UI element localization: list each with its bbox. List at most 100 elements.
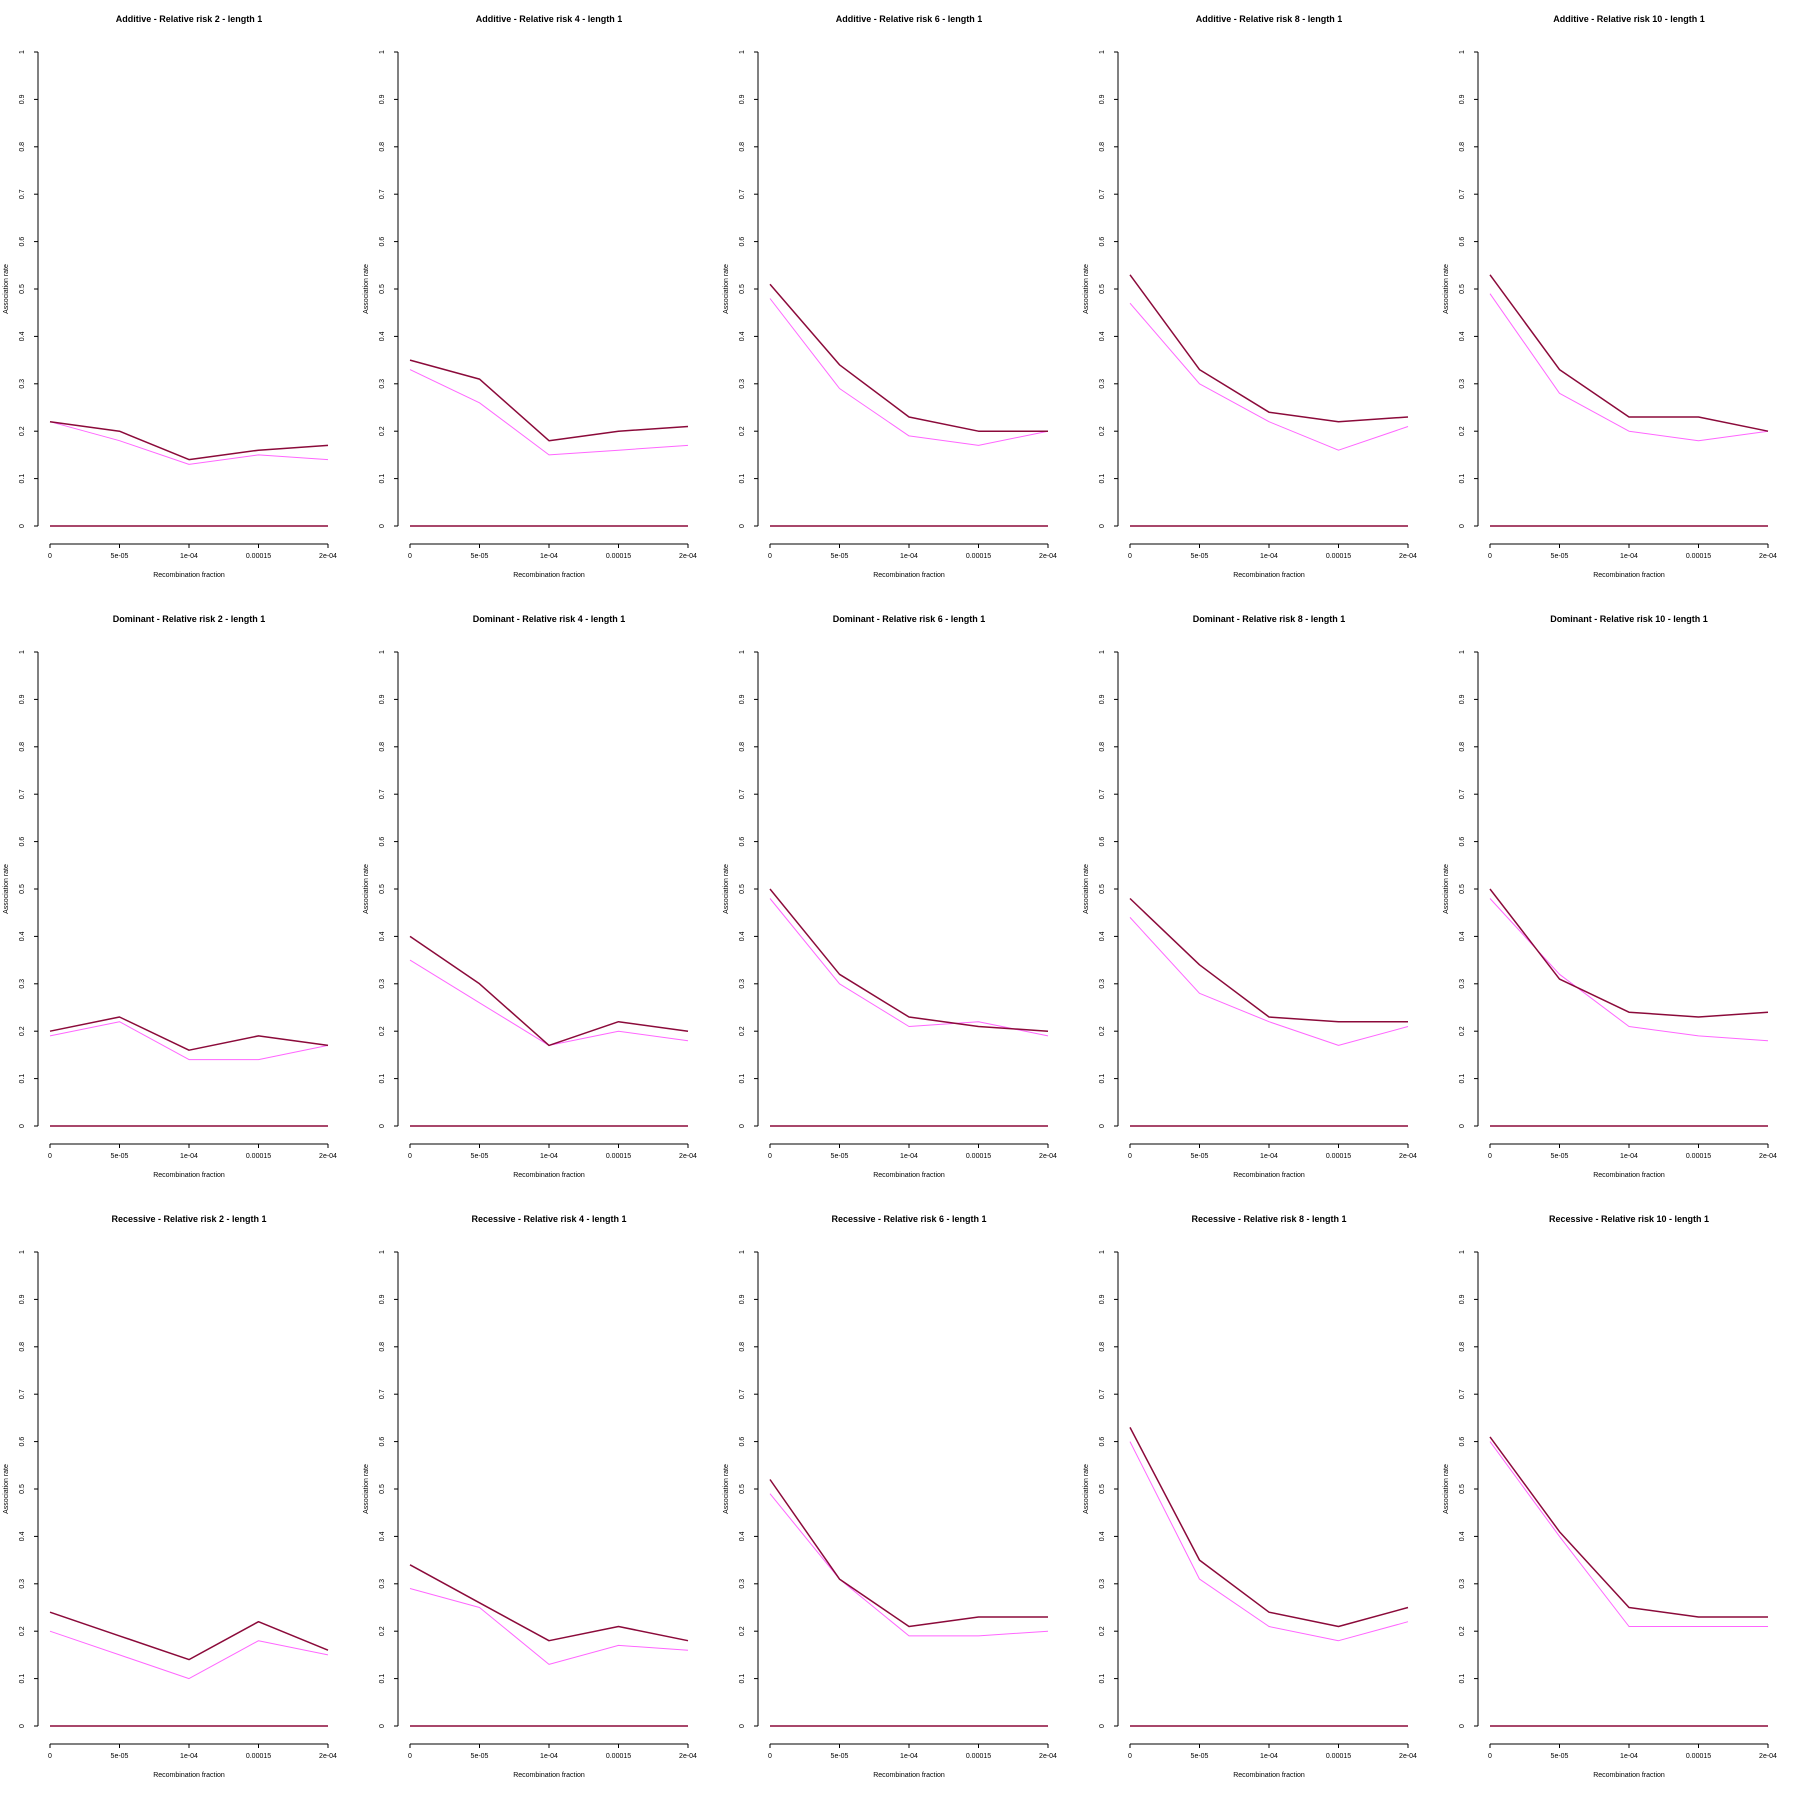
y-tick-label: 0.5 xyxy=(379,1484,386,1494)
y-axis-label: Association rate xyxy=(3,1464,10,1514)
series-1-line xyxy=(769,283,1048,432)
y-tick-label: 0.6 xyxy=(1459,237,1466,247)
y-tick-label: 0.2 xyxy=(379,1026,386,1036)
x-tick-label: 5e-05 xyxy=(471,1753,489,1760)
y-tick-label: 0.3 xyxy=(19,1579,26,1589)
y-tick-label: 0.1 xyxy=(739,1674,746,1684)
y-tick-label: 0.6 xyxy=(19,237,26,247)
x-tick-label: 1e-04 xyxy=(540,1153,558,1160)
y-tick-label: 0.9 xyxy=(379,694,386,704)
y-tick-label: 0.2 xyxy=(1099,426,1106,436)
x-tick-label: 2e-04 xyxy=(1399,1753,1417,1760)
y-tick-label: 0.3 xyxy=(19,979,26,989)
y-tick-label: 0.4 xyxy=(739,1531,746,1541)
x-tick-label: 0 xyxy=(48,1153,52,1160)
panel-8: Dominant - Relative risk 6 - length 1 0 0.… xyxy=(723,614,1057,1179)
y-tick-label: 0.7 xyxy=(739,1389,746,1399)
y-tick-label: 0.9 xyxy=(19,694,26,704)
y-tick-label: 0.2 xyxy=(1099,1026,1106,1036)
y-tick-label: 0.9 xyxy=(1459,1294,1466,1304)
y-tick-label: 0.9 xyxy=(739,1294,746,1304)
panel-15: Recessive - Relative risk 10 - length 1 0… xyxy=(1443,1214,1777,1779)
x-axis-label: Recombination fraction xyxy=(1593,572,1665,579)
y-tick-label: 0.4 xyxy=(1459,1531,1466,1541)
x-tick-label: 2e-04 xyxy=(1759,1153,1777,1160)
y-tick-label: 0.5 xyxy=(1099,884,1106,894)
x-axis-label: Recombination fraction xyxy=(1593,1772,1665,1779)
x-tick-label: 1e-04 xyxy=(1620,1153,1638,1160)
y-tick-label: 0.9 xyxy=(739,94,746,104)
y-tick-label: 0.4 xyxy=(1459,331,1466,341)
x-tick-label: 5e-05 xyxy=(831,1153,849,1160)
series-2-line xyxy=(769,1493,1049,1637)
y-tick-label: 0.4 xyxy=(739,331,746,341)
y-tick-label: 0.5 xyxy=(739,884,746,894)
panel-title: Recessive - Relative risk 6 - length 1 xyxy=(831,1214,986,1224)
y-tick-label: 1 xyxy=(739,50,746,54)
x-tick-label: 2e-04 xyxy=(1759,1753,1777,1760)
y-tick-label: 0 xyxy=(19,1724,26,1728)
y-tick-label: 0.6 xyxy=(739,237,746,247)
y-tick-label: 0.5 xyxy=(739,1484,746,1494)
y-tick-label: 0.2 xyxy=(739,426,746,436)
series-2-line xyxy=(1129,302,1409,451)
y-axis-label: Association rate xyxy=(1083,1464,1090,1514)
y-tick-label: 0.7 xyxy=(1459,1389,1466,1399)
y-tick-label: 0.3 xyxy=(1459,1579,1466,1589)
y-tick-label: 0.4 xyxy=(19,931,26,941)
y-tick-label: 0.2 xyxy=(1459,1626,1466,1636)
y-tick-label: 1 xyxy=(1459,650,1466,654)
y-tick-label: 0.7 xyxy=(739,789,746,799)
y-tick-label: 0.1 xyxy=(19,1074,26,1084)
y-tick-label: 0.5 xyxy=(739,284,746,294)
series-2-line xyxy=(49,1021,329,1061)
y-tick-label: 0.9 xyxy=(19,1294,26,1304)
x-tick-label: 0 xyxy=(408,1753,412,1760)
y-tick-label: 0.7 xyxy=(19,1389,26,1399)
x-tick-label: 1e-04 xyxy=(1620,553,1638,560)
x-tick-label: 5e-05 xyxy=(831,553,849,560)
y-tick-label: 1 xyxy=(1099,1250,1106,1254)
y-tick-label: 0.8 xyxy=(739,142,746,152)
x-tick-label: 0.00015 xyxy=(606,1753,631,1760)
x-tick-label: 0.00015 xyxy=(246,1153,271,1160)
panel-title: Recessive - Relative risk 4 - length 1 xyxy=(471,1214,626,1224)
x-tick-label: 0 xyxy=(408,553,412,560)
y-tick-label: 0 xyxy=(379,524,386,528)
series-2-line xyxy=(49,1630,329,1680)
panel-7: Dominant - Relative risk 4 - length 1 0 0.… xyxy=(363,614,697,1179)
y-tick-label: 0.3 xyxy=(1459,979,1466,989)
series-2-line xyxy=(409,369,689,456)
panel-title: Dominant - Relative risk 4 - length 1 xyxy=(473,614,626,624)
x-axis-label: Recombination fraction xyxy=(153,1772,225,1779)
series-1-line xyxy=(1489,888,1769,1018)
x-axis-label: Recombination fraction xyxy=(1233,1172,1305,1179)
y-tick-label: 0.8 xyxy=(739,742,746,752)
y-tick-label: 0.1 xyxy=(1099,1074,1106,1084)
y-tick-label: 1 xyxy=(739,1250,746,1254)
series-1-line xyxy=(49,1016,329,1051)
y-tick-label: 0.1 xyxy=(1459,474,1466,484)
panel-1: Additive - Relative risk 2 - length 1 0 0.… xyxy=(3,14,337,579)
y-tick-label: 0.8 xyxy=(1459,742,1466,752)
y-tick-label: 0.8 xyxy=(379,742,386,752)
y-axis-label: Association rate xyxy=(3,264,10,314)
y-tick-label: 0 xyxy=(1099,1724,1106,1728)
y-tick-label: 0.4 xyxy=(1099,1531,1106,1541)
x-axis-label: Recombination fraction xyxy=(153,1172,225,1179)
y-tick-label: 0.4 xyxy=(19,1531,26,1541)
x-tick-label: 1e-04 xyxy=(1620,1753,1638,1760)
y-tick-label: 0.9 xyxy=(1099,1294,1106,1304)
x-tick-label: 2e-04 xyxy=(679,1753,697,1760)
panel-title: Recessive - Relative risk 10 - length 1 xyxy=(1549,1214,1709,1224)
y-tick-label: 0.3 xyxy=(379,1579,386,1589)
x-tick-label: 0 xyxy=(768,1753,772,1760)
y-tick-label: 0.5 xyxy=(1099,1484,1106,1494)
y-tick-label: 1 xyxy=(379,1250,386,1254)
y-axis-label: Association rate xyxy=(363,864,370,914)
y-tick-label: 0.1 xyxy=(19,474,26,484)
y-tick-label: 0.1 xyxy=(19,1674,26,1684)
x-tick-label: 2e-04 xyxy=(679,1153,697,1160)
x-tick-label: 0.00015 xyxy=(1326,553,1351,560)
x-tick-label: 0.00015 xyxy=(966,553,991,560)
